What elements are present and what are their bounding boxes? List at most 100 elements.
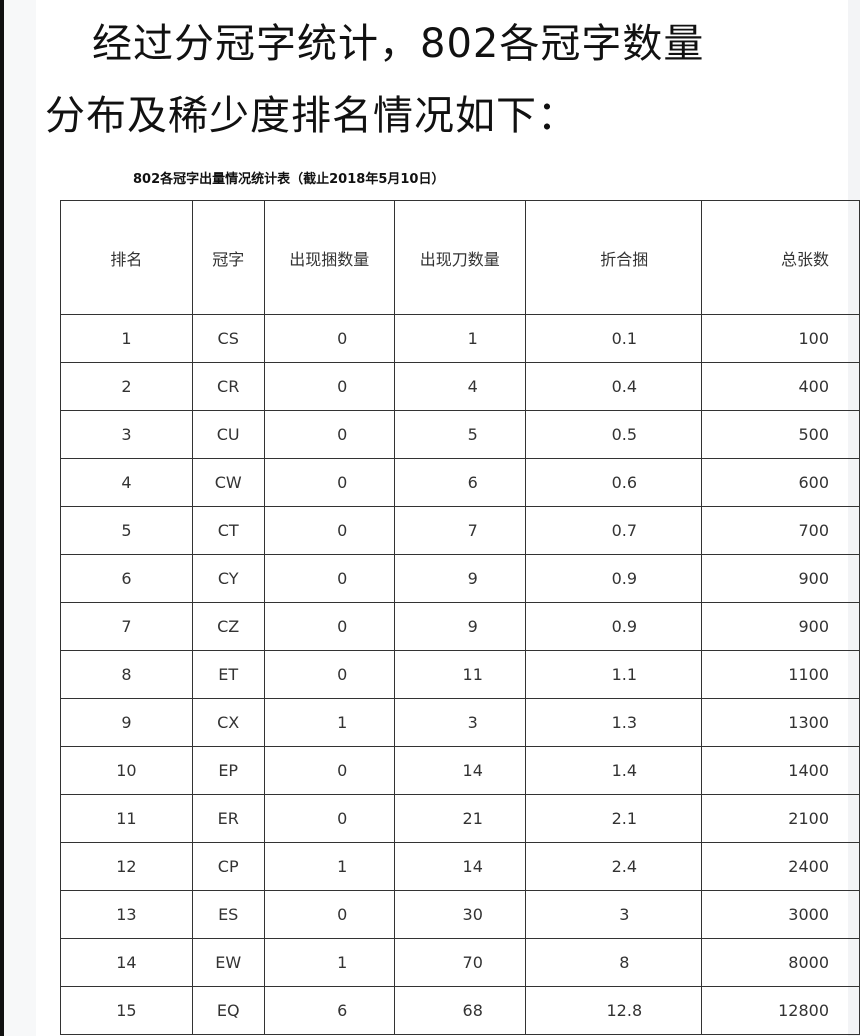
cell-prefix: CS xyxy=(191,314,265,363)
cell-stack-count: 14 xyxy=(393,842,526,891)
table-row: 1 CS 0 1 0.1 100 xyxy=(60,314,860,363)
table-header-row: 排名 冠字 出现捆数量 出现刀数量 折合捆 总张数 xyxy=(60,200,860,315)
cell-total-sheets: 3000 xyxy=(701,890,860,939)
cell-rank: 7 xyxy=(60,602,193,651)
cell-rank: 6 xyxy=(60,554,193,603)
cell-stack-count: 11 xyxy=(393,650,526,699)
cell-rank: 3 xyxy=(60,410,193,459)
cell-total-sheets: 2100 xyxy=(701,794,860,843)
cell-stack-count: 7 xyxy=(393,506,526,555)
cell-total-sheets: 1300 xyxy=(701,698,860,747)
cell-equivalent-bundles: 1.3 xyxy=(524,698,703,747)
cell-stack-count: 9 xyxy=(393,554,526,603)
cell-stack-count: 1 xyxy=(393,314,526,363)
cell-prefix: ES xyxy=(191,890,265,939)
table-row: 13 ES 0 30 3 3000 xyxy=(60,890,860,939)
cell-equivalent-bundles: 1.4 xyxy=(524,746,703,795)
crown-letter-stats-table: 排名 冠字 出现捆数量 出现刀数量 折合捆 总张数 1 CS 0 1 0.1 100 2 CR… xyxy=(60,200,860,1035)
cell-equivalent-bundles: 0.5 xyxy=(524,410,703,459)
cell-stack-count: 30 xyxy=(393,890,526,939)
cell-total-sheets: 8000 xyxy=(701,938,860,987)
cell-rank: 4 xyxy=(60,458,193,507)
table-row: 2 CR 0 4 0.4 400 xyxy=(60,362,860,411)
table-row: 14 EW 1 70 8 8000 xyxy=(60,938,860,987)
cell-rank: 11 xyxy=(60,794,193,843)
cell-prefix: ER xyxy=(191,794,265,843)
table-row: 4 CW 0 6 0.6 600 xyxy=(60,458,860,507)
cell-total-sheets: 500 xyxy=(701,410,860,459)
cell-bundle-count: 0 xyxy=(263,602,395,651)
header-total-sheets: 总张数 xyxy=(701,200,860,315)
header-rank: 排名 xyxy=(60,200,193,315)
table-row: 12 CP 1 14 2.4 2400 xyxy=(60,842,860,891)
table-row: 15 EQ 6 68 12.8 12800 xyxy=(60,986,860,1035)
cell-total-sheets: 900 xyxy=(701,554,860,603)
cell-equivalent-bundles: 0.6 xyxy=(524,458,703,507)
table-row: 11 ER 0 21 2.1 2100 xyxy=(60,794,860,843)
cell-rank: 9 xyxy=(60,698,193,747)
cell-total-sheets: 700 xyxy=(701,506,860,555)
cell-total-sheets: 12800 xyxy=(701,986,860,1035)
cell-total-sheets: 1400 xyxy=(701,746,860,795)
heading-line-2: 分布及稀少度排名情况如下： xyxy=(45,93,578,139)
cell-bundle-count: 0 xyxy=(263,458,395,507)
cell-stack-count: 68 xyxy=(393,986,526,1035)
cell-rank: 14 xyxy=(60,938,193,987)
cell-stack-count: 4 xyxy=(393,362,526,411)
cell-bundle-count: 0 xyxy=(263,650,395,699)
table-row: 9 CX 1 3 1.3 1300 xyxy=(60,698,860,747)
header-prefix: 冠字 xyxy=(191,200,265,315)
table-row: 3 CU 0 5 0.5 500 xyxy=(60,410,860,459)
cell-equivalent-bundles: 0.9 xyxy=(524,602,703,651)
cell-bundle-count: 0 xyxy=(263,410,395,459)
cell-prefix: CT xyxy=(191,506,265,555)
cell-prefix: ET xyxy=(191,650,265,699)
cell-stack-count: 5 xyxy=(393,410,526,459)
cell-bundle-count: 0 xyxy=(263,794,395,843)
cell-bundle-count: 0 xyxy=(263,362,395,411)
cell-stack-count: 21 xyxy=(393,794,526,843)
cell-bundle-count: 1 xyxy=(263,698,395,747)
cell-prefix: CY xyxy=(191,554,265,603)
left-margin xyxy=(4,0,36,1036)
cell-bundle-count: 1 xyxy=(263,842,395,891)
cell-bundle-count: 0 xyxy=(263,890,395,939)
cell-equivalent-bundles: 12.8 xyxy=(524,986,703,1035)
table-caption: 802各冠字出量情况统计表（截止2018年5月10日） xyxy=(133,172,445,187)
cell-equivalent-bundles: 2.4 xyxy=(524,842,703,891)
cell-bundle-count: 0 xyxy=(263,554,395,603)
heading-line-1: 经过分冠字统计，802各冠字数量 xyxy=(92,21,705,67)
cell-equivalent-bundles: 0.9 xyxy=(524,554,703,603)
table-row: 7 CZ 0 9 0.9 900 xyxy=(60,602,860,651)
cell-stack-count: 70 xyxy=(393,938,526,987)
cell-rank: 5 xyxy=(60,506,193,555)
cell-total-sheets: 100 xyxy=(701,314,860,363)
cell-stack-count: 9 xyxy=(393,602,526,651)
cell-bundle-count: 0 xyxy=(263,314,395,363)
table-row: 8 ET 0 11 1.1 1100 xyxy=(60,650,860,699)
cell-prefix: EW xyxy=(191,938,265,987)
cell-stack-count: 3 xyxy=(393,698,526,747)
cell-rank: 8 xyxy=(60,650,193,699)
cell-bundle-count: 6 xyxy=(263,986,395,1035)
header-bundle-count: 出现捆数量 xyxy=(263,200,395,315)
cell-total-sheets: 600 xyxy=(701,458,860,507)
cell-stack-count: 6 xyxy=(393,458,526,507)
cell-total-sheets: 1100 xyxy=(701,650,860,699)
table-row: 5 CT 0 7 0.7 700 xyxy=(60,506,860,555)
cell-prefix: CU xyxy=(191,410,265,459)
cell-rank: 10 xyxy=(60,746,193,795)
cell-bundle-count: 1 xyxy=(263,938,395,987)
cell-rank: 15 xyxy=(60,986,193,1035)
cell-bundle-count: 0 xyxy=(263,506,395,555)
cell-prefix: CP xyxy=(191,842,265,891)
cell-equivalent-bundles: 2.1 xyxy=(524,794,703,843)
header-equivalent-bundles: 折合捆 xyxy=(524,200,703,315)
header-stack-count: 出现刀数量 xyxy=(393,200,526,315)
cell-rank: 2 xyxy=(60,362,193,411)
cell-equivalent-bundles: 0.1 xyxy=(524,314,703,363)
cell-equivalent-bundles: 0.4 xyxy=(524,362,703,411)
table-row: 10 EP 0 14 1.4 1400 xyxy=(60,746,860,795)
cell-rank: 12 xyxy=(60,842,193,891)
cell-equivalent-bundles: 3 xyxy=(524,890,703,939)
